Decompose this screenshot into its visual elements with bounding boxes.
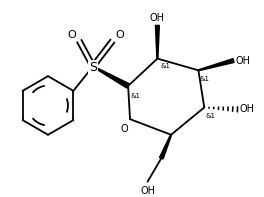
Text: O: O [115, 30, 124, 40]
Text: OH: OH [239, 104, 254, 114]
Polygon shape [198, 59, 234, 71]
Text: &1: &1 [205, 113, 215, 119]
Polygon shape [155, 25, 159, 59]
Polygon shape [93, 66, 129, 88]
Polygon shape [159, 135, 172, 159]
Text: S: S [89, 61, 97, 74]
Text: &1: &1 [199, 76, 209, 82]
Text: O: O [120, 124, 128, 134]
Text: OH: OH [140, 186, 155, 196]
Text: OH: OH [150, 13, 165, 23]
Text: OH: OH [235, 56, 251, 66]
Text: O: O [68, 30, 76, 40]
Text: &1: &1 [160, 62, 170, 69]
Text: &1: &1 [130, 93, 140, 99]
